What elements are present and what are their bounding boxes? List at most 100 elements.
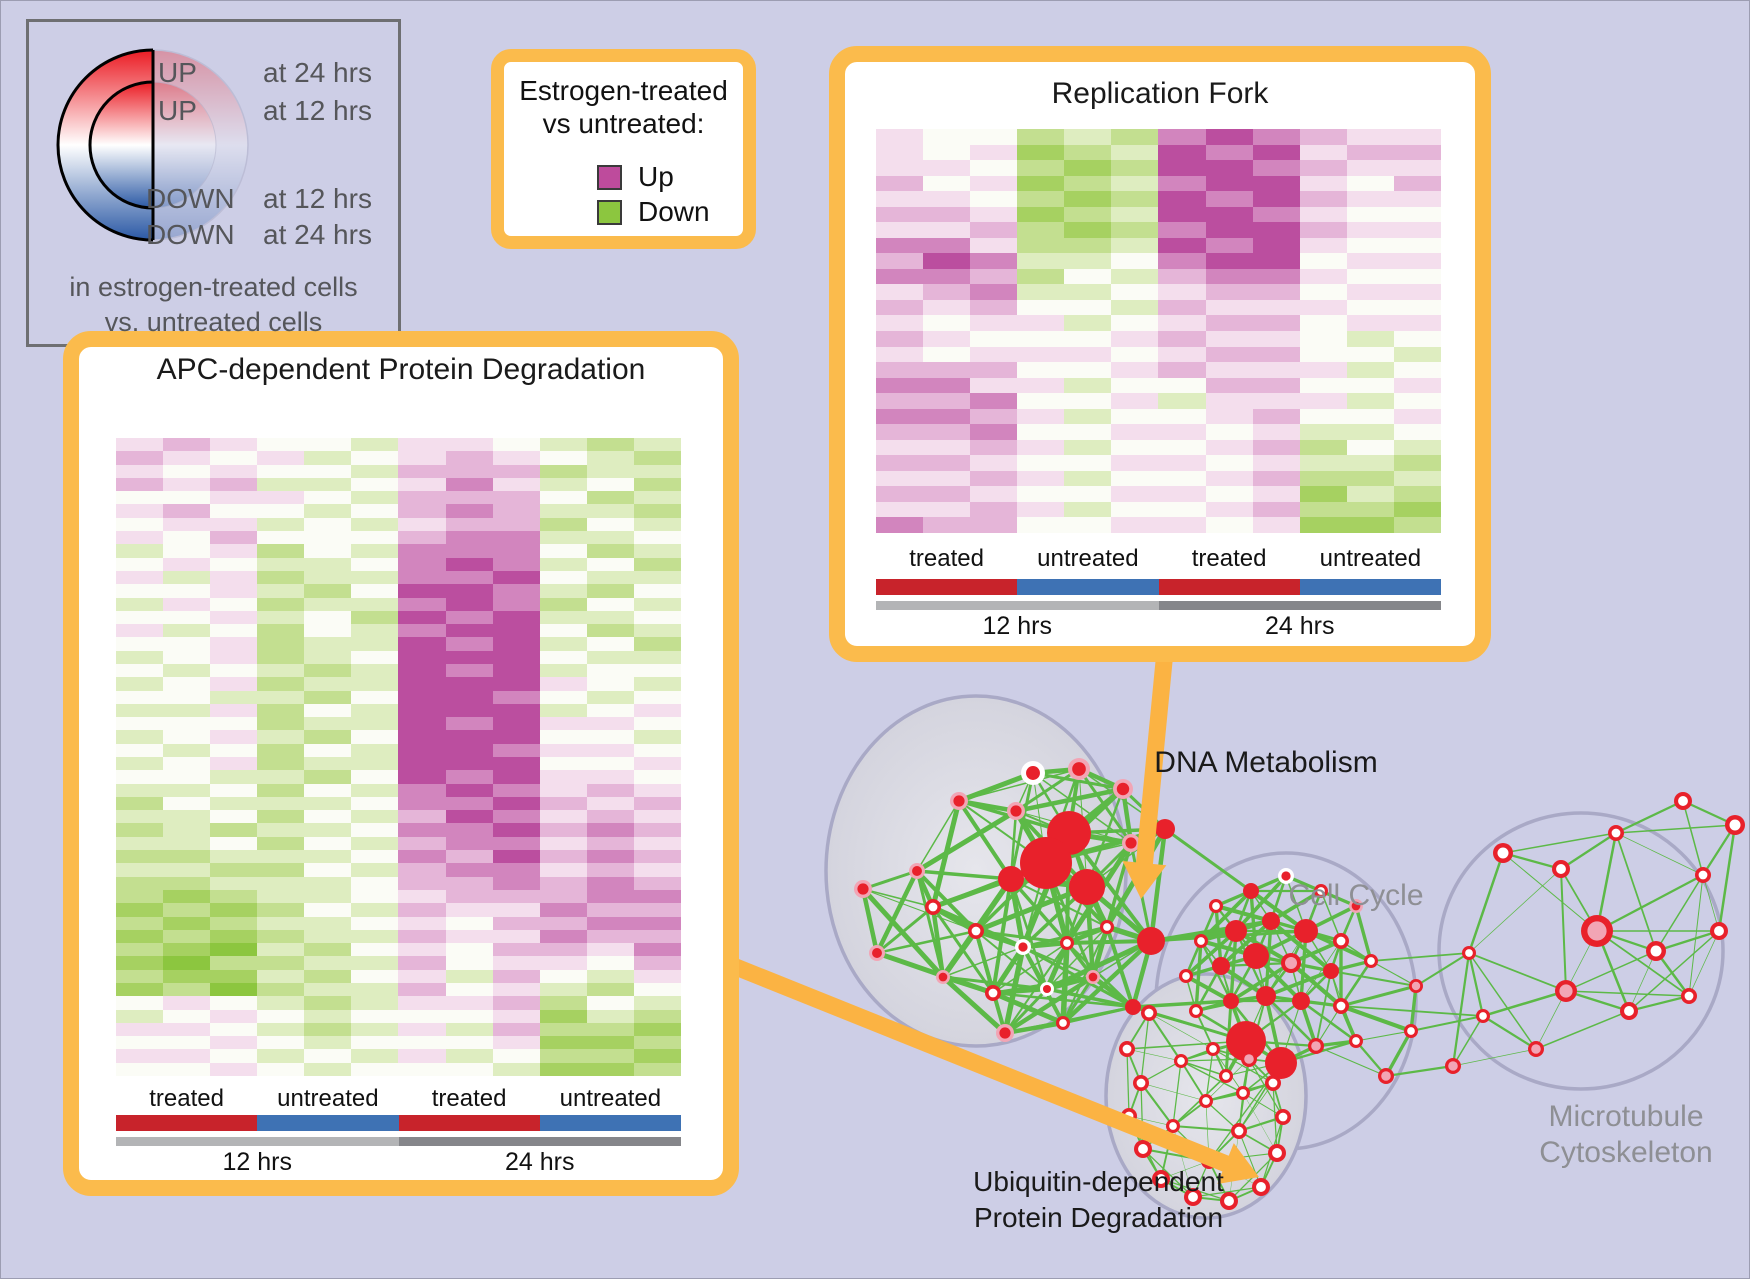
heatmap-cell [304, 1036, 352, 1050]
network-edge [1009, 877, 1069, 945]
rf-untreated-bar-1 [1017, 579, 1159, 595]
heatmap-cell [257, 477, 305, 492]
network-node-core [1285, 957, 1297, 969]
network-edge [1628, 930, 1720, 1012]
network-edge [1615, 832, 1704, 876]
heatmap-cell [586, 677, 634, 691]
heatmap-cell [1158, 206, 1206, 223]
heatmap-cell [1064, 237, 1112, 254]
heatmap-cell [116, 677, 164, 691]
heatmap-cell [539, 531, 587, 545]
heatmap-cell [1205, 253, 1253, 269]
apc-title: APC-dependent Protein Degradation [156, 353, 646, 386]
heatmap-cell [304, 597, 352, 611]
heatmap-cell [1299, 222, 1347, 238]
network-node-core [953, 795, 965, 807]
heatmap-cell [304, 557, 352, 571]
heatmap-cell [1346, 160, 1394, 176]
heatmap-cell [492, 889, 540, 904]
heatmap-cell [1299, 470, 1347, 487]
ubiquitin-label-line2: Protein Degradation [973, 1202, 1224, 1233]
network-edge [1565, 990, 1690, 997]
heatmap-cell [539, 903, 587, 917]
heatmap-cell [586, 836, 634, 851]
heatmap-cell [445, 464, 493, 478]
heatmap-cell [163, 491, 211, 505]
heatmap-cell [633, 1022, 681, 1037]
heatmap-cell [351, 876, 399, 890]
heatmap-cell [210, 531, 258, 545]
heatmap-cell [445, 956, 493, 970]
heatmap-cell [492, 438, 540, 452]
heatmap-cell [1252, 175, 1300, 192]
heatmap-cell [1064, 253, 1112, 269]
heatmap-cell [398, 730, 446, 744]
heatmap-cell [970, 346, 1018, 363]
heatmap-cell [1346, 517, 1394, 533]
heatmap-cell [445, 796, 493, 811]
heatmap-cell [633, 876, 681, 890]
heatmap-cell [257, 464, 305, 478]
heatmap-cell [1205, 486, 1253, 502]
heatmap-cell [633, 663, 681, 678]
heatmap-cell [351, 637, 399, 651]
heatmap-cell [398, 876, 446, 890]
heatmap-cell [257, 1036, 305, 1050]
heatmap-cell [539, 889, 587, 904]
heatmap-cell [1111, 160, 1159, 176]
heatmap-cell [163, 969, 211, 983]
heatmap-cell [1111, 299, 1159, 316]
network-node-core [1611, 828, 1621, 838]
heatmap-cell [633, 969, 681, 983]
heatmap-cell [970, 470, 1018, 487]
heatmap-cell [876, 191, 924, 207]
heatmap-cell [116, 597, 164, 611]
network-edge [1219, 919, 1273, 968]
heatmap-cell [1252, 346, 1300, 363]
network-node-core [1026, 766, 1040, 780]
heatmap-cell [970, 455, 1018, 471]
heatmap-cell [116, 1062, 164, 1076]
heatmap-cell [1111, 362, 1159, 378]
heatmap-cell [163, 610, 211, 625]
heatmap-cell [1346, 331, 1394, 347]
heatmap-cell [445, 850, 493, 864]
network-edge [1468, 952, 1567, 992]
network-edge [1140, 1082, 1174, 1127]
heatmap-cell [492, 1062, 540, 1076]
heatmap-cell [445, 1022, 493, 1037]
heatmap-cell [970, 377, 1018, 394]
heatmap-cell [351, 929, 399, 944]
heatmap-cell [1111, 222, 1159, 238]
heatmap-cell [633, 916, 681, 930]
heatmap-cell [304, 584, 352, 598]
network-edge [1370, 952, 1470, 962]
network-edge [1315, 1045, 1387, 1077]
heatmap-cell [1205, 144, 1253, 161]
network-edge [1340, 1005, 1484, 1017]
heatmap-cell [257, 438, 305, 452]
heatmap-cell [116, 477, 164, 492]
network-node [1265, 1047, 1297, 1079]
heatmap-cell [210, 863, 258, 877]
heatmap-cell [492, 836, 540, 851]
heatmap-cell [304, 717, 352, 731]
heatmap-cell [492, 637, 540, 651]
heatmap-cell [163, 1049, 211, 1063]
heatmap-cell [163, 584, 211, 598]
rf-12hr-bar [876, 601, 1159, 610]
connector-arrow-head [1217, 1143, 1259, 1185]
heatmap-cell [351, 730, 399, 744]
network-node [1020, 837, 1072, 889]
heatmap-cell [586, 584, 634, 598]
network-edge [1560, 832, 1617, 870]
heatmap-cell [586, 1009, 634, 1023]
heatmap-cell [351, 783, 399, 797]
heatmap-cell [1205, 439, 1253, 456]
heatmap-cell [1205, 517, 1253, 533]
heatmap-cell [304, 929, 352, 944]
heatmap-cell [304, 730, 352, 744]
replication-fork-heatmap [876, 129, 1441, 533]
heatmap-cell [163, 823, 211, 837]
network-edge [1172, 1060, 1182, 1127]
